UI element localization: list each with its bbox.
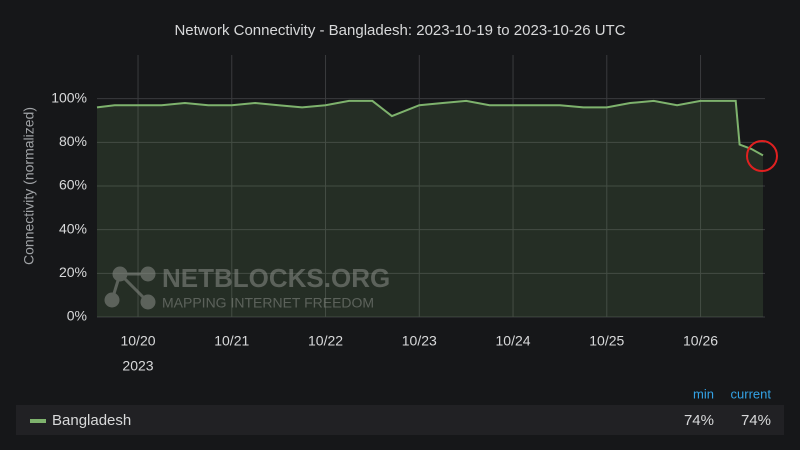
legend-row [16,405,784,435]
watermark-title: NETBLOCKS.ORG [162,263,390,293]
y-tick-label: 100% [51,89,87,105]
x-tick-label: 10/23 [402,333,437,349]
legend-header: min [693,386,714,401]
x-tick-label: 10/25 [589,333,624,349]
y-tick-label: 40% [59,220,87,236]
x-year-label: 2023 [122,358,153,374]
legend-label: Bangladesh [52,412,131,429]
y-tick-label: 0% [67,308,87,324]
y-tick-label: 60% [59,177,87,193]
x-tick-label: 10/24 [496,333,531,349]
y-axis-label: Connectivity (normalized) [21,107,37,265]
watermark-subtitle: MAPPING INTERNET FREEDOM [162,295,374,311]
legend-stat: 74% [684,412,714,429]
legend-swatch [30,419,46,423]
legend-stat: 74% [741,412,771,429]
y-tick-label: 80% [59,133,87,149]
highlight-circle [746,140,778,172]
x-tick-label: 10/22 [308,333,343,349]
legend-header: current [731,386,772,401]
x-tick-label: 10/20 [120,333,155,349]
x-tick-label: 10/26 [683,333,718,349]
line [96,99,764,157]
x-tick-label: 10/21 [214,333,249,349]
y-tick-label: 20% [59,264,87,280]
area [97,100,764,318]
chart-title: Network Connectivity - Bangladesh: 2023-… [174,22,625,39]
watermark: NETBLOCKS.ORG MAPPING INTERNET FREEDOM [104,263,390,311]
